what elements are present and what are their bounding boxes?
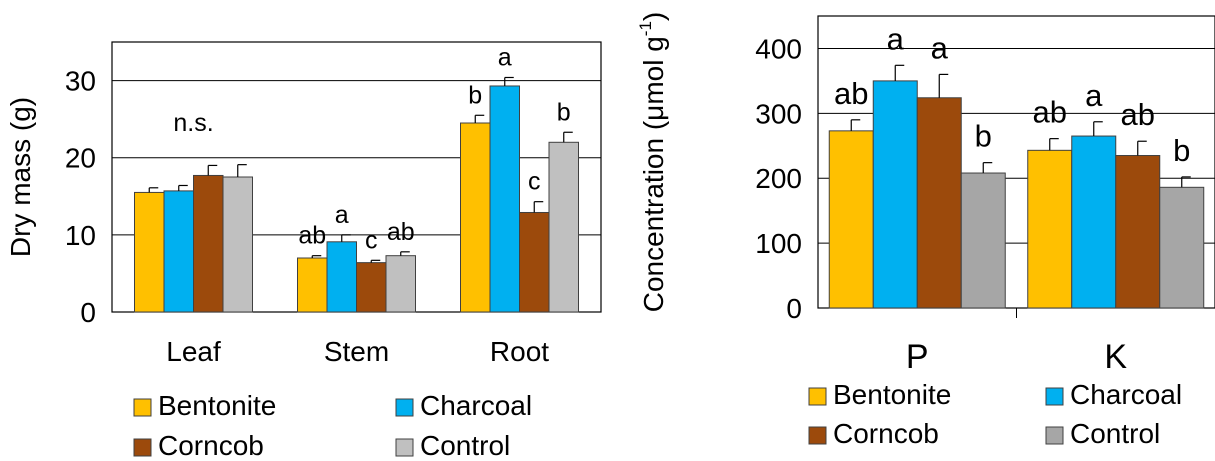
- y-axis-label-text: Dry mass (g): [5, 97, 36, 257]
- bar-bentonite: [1027, 149, 1073, 309]
- y-axis-label: Concentration (μmol g-1): [636, 12, 669, 313]
- significance-letter: c: [365, 226, 378, 254]
- significance-letter: b: [468, 81, 482, 109]
- significance-letter: a: [1085, 78, 1103, 113]
- legend-label: Corncob: [833, 418, 939, 449]
- y-tick-label: 400: [755, 33, 802, 64]
- bar-charcoal: [163, 190, 194, 313]
- bar-corncob: [356, 262, 387, 313]
- legend-swatch-charcoal: [1045, 387, 1064, 406]
- significance-letter: a: [887, 21, 905, 56]
- legend-swatch-control: [1045, 426, 1064, 445]
- y-tick-label: 300: [755, 98, 802, 129]
- y-axis-label-text: Concentration (μmol g: [638, 36, 669, 312]
- category-label: P: [906, 338, 929, 376]
- legend-swatch-corncob: [808, 426, 827, 445]
- bar-control: [222, 176, 253, 313]
- significance-note: n.s.: [173, 109, 213, 137]
- significance-letter: a: [335, 201, 349, 229]
- significance-letter: a: [498, 43, 512, 71]
- bar-corncob: [1115, 155, 1161, 309]
- bar-control: [1159, 186, 1205, 309]
- y-axis-label-close: ): [638, 12, 669, 21]
- legend-label: Bentonite: [833, 379, 951, 410]
- bar-control: [385, 255, 416, 313]
- y-tick-label: 100: [755, 228, 802, 259]
- y-tick-label: 30: [65, 66, 96, 97]
- bar-charcoal: [489, 85, 520, 313]
- legend-label: Bentonite: [158, 390, 276, 421]
- y-tick-label: 10: [65, 220, 96, 251]
- category-label: K: [1104, 338, 1127, 376]
- legend-swatch-corncob: [133, 438, 152, 457]
- significance-letter: ab: [387, 218, 415, 246]
- significance-letter: a: [931, 30, 949, 65]
- bar-charcoal: [872, 80, 918, 309]
- legend-label: Control: [420, 430, 510, 461]
- significance-letter: b: [1173, 133, 1190, 168]
- significance-letter: ab: [298, 222, 326, 250]
- category-label: Stem: [324, 336, 389, 367]
- legend-swatch-bentonite: [808, 387, 827, 406]
- y-tick-label: 20: [65, 143, 96, 174]
- y-tick-label: 200: [755, 163, 802, 194]
- y-axis-label-superscript: -1: [636, 21, 655, 36]
- legend-label: Corncob: [158, 430, 264, 461]
- bar-corncob: [916, 97, 962, 309]
- y-tick-label: 0: [80, 297, 96, 328]
- significance-letter: c: [528, 168, 541, 196]
- significance-letter: b: [557, 98, 571, 126]
- legend-label: Charcoal: [420, 390, 532, 421]
- significance-letter: ab: [1033, 95, 1067, 130]
- bar-charcoal: [326, 241, 357, 313]
- significance-letter: ab: [1121, 97, 1155, 132]
- legend-swatch-bentonite: [133, 398, 152, 417]
- category-label: Leaf: [166, 336, 221, 367]
- bar-control: [548, 141, 579, 313]
- legend-swatch-control: [395, 438, 414, 457]
- legend-label: Control: [1070, 418, 1160, 449]
- y-tick-label: 0: [786, 293, 802, 324]
- legend-label: Charcoal: [1070, 379, 1182, 410]
- legend-swatch-charcoal: [395, 398, 414, 417]
- significance-letter: ab: [834, 76, 868, 111]
- y-axis-label: Dry mass (g): [5, 97, 36, 257]
- bar-corncob: [193, 174, 224, 313]
- bar-control: [960, 172, 1006, 309]
- significance-letter: b: [975, 119, 992, 154]
- bar-bentonite: [828, 130, 874, 309]
- bar-charcoal: [1071, 135, 1117, 309]
- category-label: Root: [490, 336, 549, 367]
